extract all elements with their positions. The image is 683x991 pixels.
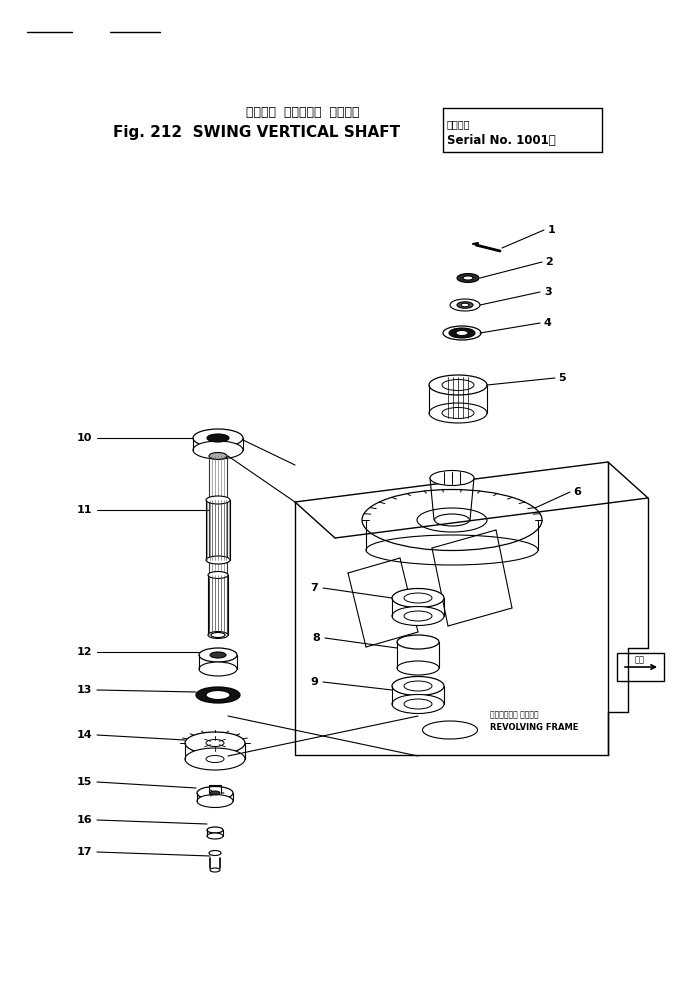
Ellipse shape xyxy=(392,606,444,625)
Ellipse shape xyxy=(404,593,432,603)
Ellipse shape xyxy=(442,380,474,390)
Ellipse shape xyxy=(207,827,223,833)
Ellipse shape xyxy=(450,299,480,311)
Ellipse shape xyxy=(442,407,474,418)
Text: 16: 16 xyxy=(76,815,92,825)
Text: トールビング フレーム: トールビング フレーム xyxy=(490,711,539,719)
Ellipse shape xyxy=(196,687,240,703)
Text: 17: 17 xyxy=(76,847,92,857)
Ellipse shape xyxy=(185,732,245,754)
Text: 10: 10 xyxy=(76,433,92,443)
Ellipse shape xyxy=(392,695,444,714)
Text: 12: 12 xyxy=(76,647,92,657)
Ellipse shape xyxy=(221,792,225,794)
Ellipse shape xyxy=(193,429,243,447)
Text: Serial No. 1001～: Serial No. 1001～ xyxy=(447,135,556,148)
Ellipse shape xyxy=(210,795,212,797)
Text: 4: 4 xyxy=(544,318,552,328)
Ellipse shape xyxy=(209,850,221,855)
Ellipse shape xyxy=(199,648,237,662)
Ellipse shape xyxy=(457,301,473,308)
Text: スイング  バーチカル  シャフト: スイング バーチカル シャフト xyxy=(247,105,360,119)
Text: 1: 1 xyxy=(548,225,556,235)
Text: 5: 5 xyxy=(558,373,566,383)
Ellipse shape xyxy=(423,721,477,739)
Text: Fig. 212  SWING VERTICAL SHAFT: Fig. 212 SWING VERTICAL SHAFT xyxy=(113,126,400,141)
Text: 3: 3 xyxy=(544,287,552,297)
Ellipse shape xyxy=(463,276,473,280)
Ellipse shape xyxy=(206,496,230,504)
Ellipse shape xyxy=(206,691,230,700)
Text: 6: 6 xyxy=(573,487,581,497)
Ellipse shape xyxy=(209,453,227,460)
Ellipse shape xyxy=(461,303,469,307)
Ellipse shape xyxy=(457,274,479,282)
Ellipse shape xyxy=(208,631,228,638)
Text: 前方: 前方 xyxy=(635,655,645,665)
Ellipse shape xyxy=(456,331,468,336)
Ellipse shape xyxy=(404,611,432,621)
Ellipse shape xyxy=(404,681,432,691)
Ellipse shape xyxy=(392,589,444,607)
Ellipse shape xyxy=(210,790,212,791)
Ellipse shape xyxy=(210,791,220,795)
Ellipse shape xyxy=(199,662,237,676)
Ellipse shape xyxy=(430,471,474,486)
Ellipse shape xyxy=(443,326,481,340)
Ellipse shape xyxy=(193,441,243,459)
Text: 13: 13 xyxy=(76,685,92,695)
Ellipse shape xyxy=(210,652,226,658)
Ellipse shape xyxy=(206,556,230,564)
Ellipse shape xyxy=(211,632,225,637)
Text: 15: 15 xyxy=(76,777,92,787)
Ellipse shape xyxy=(210,868,220,872)
Ellipse shape xyxy=(429,375,487,395)
Ellipse shape xyxy=(185,748,245,770)
Text: 14: 14 xyxy=(76,730,92,740)
Ellipse shape xyxy=(429,403,487,423)
Ellipse shape xyxy=(207,434,229,442)
Text: 9: 9 xyxy=(310,677,318,687)
Text: 7: 7 xyxy=(310,583,318,593)
Text: 11: 11 xyxy=(76,505,92,515)
Ellipse shape xyxy=(207,833,223,839)
Ellipse shape xyxy=(397,635,439,649)
Ellipse shape xyxy=(208,572,228,579)
Text: 2: 2 xyxy=(545,257,553,267)
Text: 8: 8 xyxy=(312,633,320,643)
Ellipse shape xyxy=(397,661,439,675)
Ellipse shape xyxy=(449,328,475,338)
Text: 適用号機: 適用号機 xyxy=(447,119,471,129)
FancyBboxPatch shape xyxy=(617,653,664,681)
Ellipse shape xyxy=(392,677,444,696)
Ellipse shape xyxy=(197,795,233,808)
Ellipse shape xyxy=(197,787,233,800)
Text: REVOLVING FRAME: REVOLVING FRAME xyxy=(490,723,579,732)
Ellipse shape xyxy=(206,739,224,746)
Ellipse shape xyxy=(404,699,432,709)
Ellipse shape xyxy=(206,755,224,762)
